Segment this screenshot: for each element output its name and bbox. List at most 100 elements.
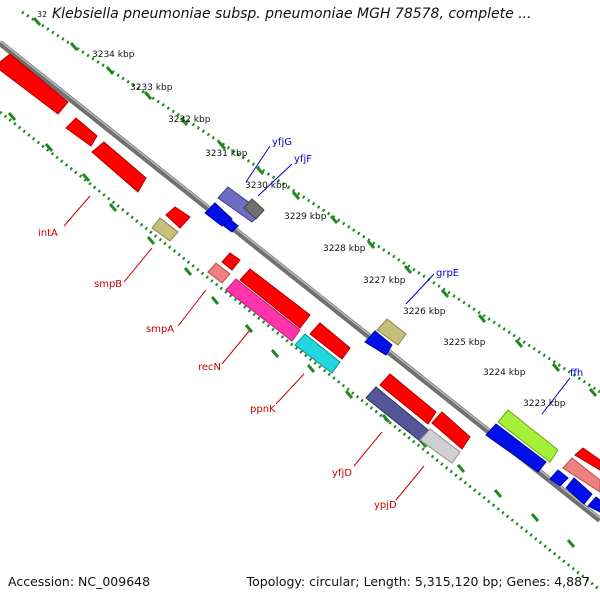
outer-tick bbox=[69, 42, 79, 51]
callout-line-recn bbox=[221, 329, 251, 365]
outer-tick bbox=[329, 215, 339, 224]
callout-line-inta bbox=[63, 195, 91, 227]
gene-feature-grpe[interactable] bbox=[376, 318, 407, 346]
gene-label-yfjf[interactable]: yfjF bbox=[294, 154, 312, 165]
gene-feature-ypjd-red[interactable] bbox=[431, 411, 471, 450]
scale-track-outer bbox=[21, 10, 600, 394]
outer-tick bbox=[403, 265, 413, 274]
gene-feature-red-edge[interactable] bbox=[574, 447, 600, 471]
gene-feature-inta-3[interactable] bbox=[91, 141, 147, 193]
outer-tick bbox=[105, 66, 115, 75]
kbp-label: 3227 kbp bbox=[363, 276, 406, 286]
gene-feature-yfjf[interactable] bbox=[243, 198, 265, 220]
gene-label-ppnk[interactable]: ppnK bbox=[250, 404, 276, 415]
gene-feature-smpa[interactable] bbox=[207, 262, 231, 284]
callout-line-ppnk bbox=[275, 373, 305, 405]
inner-tick bbox=[244, 324, 254, 333]
callout-line-ypjd bbox=[395, 465, 425, 501]
gene-label-inta[interactable]: intA bbox=[38, 228, 58, 239]
kbp-label: 3231 kbp bbox=[205, 149, 248, 159]
gene-feature-inta-2[interactable] bbox=[65, 117, 98, 147]
kbp-label: 3224 kbp bbox=[483, 368, 526, 378]
outer-tick bbox=[551, 363, 561, 372]
inner-tick bbox=[344, 390, 354, 399]
genome-summary-text: Topology: circular; Length: 5,315,120 bp… bbox=[246, 574, 590, 589]
inner-tick bbox=[270, 349, 280, 358]
outer-tick bbox=[217, 141, 227, 150]
kbp-label: 3226 kbp bbox=[403, 307, 446, 317]
callout-line-yfjg bbox=[245, 145, 271, 183]
gene-label-grpe[interactable]: grpE bbox=[436, 268, 459, 279]
gene-feature-ppnk[interactable] bbox=[309, 322, 351, 360]
gene-feature-blue-2[interactable] bbox=[223, 218, 239, 233]
inner-tick bbox=[108, 203, 118, 212]
outer-tick bbox=[143, 91, 153, 100]
gene-label-ffh[interactable]: ffh bbox=[570, 368, 583, 379]
inner-tick bbox=[183, 267, 193, 276]
callout-line-grpe bbox=[405, 273, 435, 305]
outer-tick bbox=[440, 289, 450, 298]
gene-label-smpa[interactable]: smpA bbox=[146, 324, 174, 335]
gene-feature-blue-4[interactable] bbox=[485, 423, 547, 473]
gene-feature-ppnk-cyan[interactable] bbox=[294, 333, 341, 374]
gene-feature-smpb[interactable] bbox=[165, 206, 191, 229]
outer-tick bbox=[32, 17, 42, 26]
gene-feature-yfjd[interactable] bbox=[365, 386, 429, 442]
callout-line-smpb bbox=[123, 247, 153, 283]
callout-line-ffh bbox=[541, 377, 571, 415]
inner-tick bbox=[306, 364, 316, 373]
gene-label-yfjd[interactable]: yfjD bbox=[332, 468, 352, 479]
gene-feature-smpa-2[interactable] bbox=[221, 252, 241, 271]
gene-feature-blue-1[interactable] bbox=[204, 202, 233, 227]
kbp-label: 3234 kbp bbox=[92, 50, 135, 60]
title-text: Klebsiella pneumoniae subsp. pneumoniae … bbox=[52, 6, 532, 22]
inner-tick bbox=[81, 173, 91, 182]
kbp-label: 3223 kbp bbox=[523, 399, 566, 409]
gene-feature-ypjd[interactable] bbox=[419, 428, 461, 464]
outer-tick bbox=[477, 314, 487, 323]
outer-tick bbox=[366, 240, 376, 249]
inner-tick bbox=[7, 112, 17, 121]
scale-track-inner bbox=[0, 110, 600, 592]
callout-line-smpa bbox=[177, 289, 207, 327]
gene-feature-blue-6[interactable] bbox=[565, 477, 593, 505]
inner-tick bbox=[44, 143, 54, 152]
gene-feature-recn-pink[interactable] bbox=[225, 278, 301, 342]
inner-tick bbox=[566, 539, 576, 548]
gene-feature-yfjd-red[interactable] bbox=[379, 373, 437, 425]
gene-feature-smpb-2[interactable] bbox=[151, 217, 179, 242]
gene-feature-blue-5[interactable] bbox=[549, 469, 569, 487]
gene-feature-pink-edge[interactable] bbox=[562, 457, 600, 493]
outer-tick bbox=[255, 166, 265, 175]
kbp-label: 3229 kbp bbox=[284, 212, 327, 222]
gene-feature-blue-7[interactable] bbox=[587, 496, 600, 513]
gene-label-yfjg[interactable]: yfjG bbox=[272, 137, 292, 148]
outer-tick bbox=[514, 339, 524, 348]
gene-feature-blue-3[interactable] bbox=[364, 330, 393, 356]
callout-line-yfjd bbox=[353, 431, 383, 467]
outer-tick bbox=[291, 191, 301, 200]
gene-feature-recn[interactable] bbox=[239, 268, 311, 329]
inner-tick bbox=[210, 296, 220, 305]
gene-label-ypjd[interactable]: ypjD bbox=[374, 500, 397, 511]
accession-text: Accession: NC_009648 bbox=[8, 574, 151, 589]
map-title: 32 Klebsiella pneumoniae subsp. pneumoni… bbox=[37, 6, 592, 22]
inner-tick bbox=[530, 513, 540, 522]
gene-feature-ffh[interactable] bbox=[497, 409, 559, 463]
callout-line-yfjf bbox=[257, 163, 293, 197]
kbp-label: 3230 kbp bbox=[245, 181, 288, 191]
inner-tick bbox=[381, 414, 391, 423]
kbp-label: 3233 kbp bbox=[130, 83, 173, 93]
kbp-label: 3232 kbp bbox=[168, 115, 211, 125]
gene-label-recn[interactable]: recN bbox=[198, 362, 221, 373]
inner-tick bbox=[493, 489, 503, 498]
kbp-label: 3225 kbp bbox=[443, 338, 486, 348]
outer-tick bbox=[588, 388, 598, 397]
outer-tick bbox=[179, 117, 189, 126]
inner-tick bbox=[146, 236, 156, 245]
gene-feature-inta-1[interactable] bbox=[0, 53, 69, 115]
title-prefix: 32 bbox=[37, 10, 48, 19]
inner-tick bbox=[456, 464, 466, 473]
gene-label-smpb[interactable]: smpB bbox=[94, 279, 122, 290]
